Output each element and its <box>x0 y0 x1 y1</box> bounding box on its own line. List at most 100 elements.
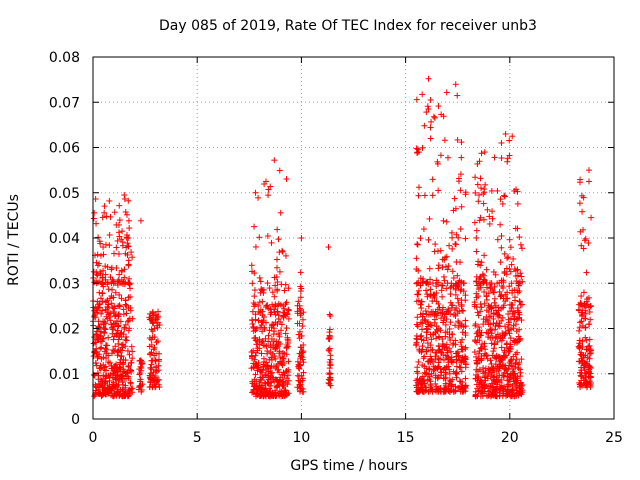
data-point <box>108 266 115 273</box>
data-point <box>439 282 446 289</box>
data-point <box>100 354 107 361</box>
data-point <box>502 130 509 137</box>
data-point <box>586 321 593 328</box>
data-point <box>494 187 501 194</box>
data-point <box>94 262 101 269</box>
data-point <box>283 345 290 352</box>
data-point <box>585 240 592 247</box>
data-point <box>92 196 99 203</box>
data-point <box>496 333 503 340</box>
data-point <box>129 385 136 392</box>
data-point <box>275 361 282 368</box>
data-point <box>268 324 275 331</box>
data-point <box>462 191 469 198</box>
data-point <box>102 306 109 313</box>
data-point <box>427 96 434 103</box>
data-point <box>482 377 489 384</box>
data-point <box>491 373 498 380</box>
data-point <box>126 351 133 358</box>
data-point <box>442 333 449 340</box>
data-point <box>267 389 274 396</box>
data-point <box>451 195 458 202</box>
data-point <box>487 366 494 373</box>
data-point <box>97 295 104 302</box>
data-point <box>512 321 519 328</box>
data-point <box>440 273 447 280</box>
data-point <box>516 234 523 241</box>
data-point <box>298 285 305 292</box>
data-point <box>123 302 130 309</box>
data-point <box>111 209 118 216</box>
data-point <box>425 303 432 310</box>
data-point <box>113 391 120 398</box>
data-point <box>99 274 106 281</box>
data-point <box>438 287 445 294</box>
data-point <box>115 323 122 330</box>
data-point <box>423 348 430 355</box>
data-point <box>296 335 303 342</box>
data-point <box>483 293 490 300</box>
data-point <box>448 357 455 364</box>
data-point <box>455 234 462 241</box>
data-point <box>150 346 157 353</box>
data-point <box>472 388 479 395</box>
data-point <box>511 294 518 301</box>
data-point <box>296 328 303 335</box>
data-point <box>510 255 517 262</box>
data-point <box>279 349 286 356</box>
data-point <box>285 307 292 314</box>
data-point <box>109 324 116 331</box>
data-point <box>504 255 511 262</box>
y-tick-label: 0.04 <box>49 231 80 247</box>
data-point <box>458 359 465 366</box>
data-point <box>579 338 586 345</box>
data-point <box>116 217 123 224</box>
data-point <box>439 336 446 343</box>
data-point <box>588 214 595 221</box>
data-point <box>249 320 256 327</box>
data-point <box>138 360 145 367</box>
data-point <box>505 316 512 323</box>
data-point <box>462 354 469 361</box>
data-point <box>103 313 110 320</box>
data-point <box>434 160 441 167</box>
data-point <box>256 234 263 241</box>
data-point <box>299 323 306 330</box>
data-point <box>519 381 526 388</box>
data-point <box>248 349 255 356</box>
data-point <box>274 264 281 271</box>
data-point <box>118 267 125 274</box>
data-point <box>488 187 495 194</box>
data-point <box>582 324 589 331</box>
data-point <box>429 280 436 287</box>
data-point <box>268 239 275 246</box>
data-point <box>510 337 517 344</box>
x-axis-label: GPS time / hours <box>290 458 407 474</box>
data-point <box>123 244 130 251</box>
data-point <box>427 382 434 389</box>
data-point <box>115 386 122 393</box>
data-point <box>477 345 484 352</box>
data-point <box>500 302 507 309</box>
data-point <box>435 374 442 381</box>
data-point <box>90 268 97 275</box>
data-point <box>99 298 106 305</box>
data-point <box>151 352 158 359</box>
data-point <box>431 294 438 301</box>
data-point <box>487 313 494 320</box>
data-point <box>279 247 286 254</box>
data-point <box>428 322 435 329</box>
data-point <box>103 213 110 220</box>
data-point <box>425 236 432 243</box>
data-point <box>105 301 112 308</box>
data-point <box>271 352 278 359</box>
data-point <box>279 355 286 362</box>
data-point <box>257 368 264 375</box>
data-point <box>426 215 433 222</box>
data-point <box>457 339 464 346</box>
data-point <box>579 322 586 329</box>
data-point <box>258 369 265 376</box>
data-point <box>151 334 158 341</box>
data-point <box>442 369 449 376</box>
data-point <box>576 324 583 331</box>
